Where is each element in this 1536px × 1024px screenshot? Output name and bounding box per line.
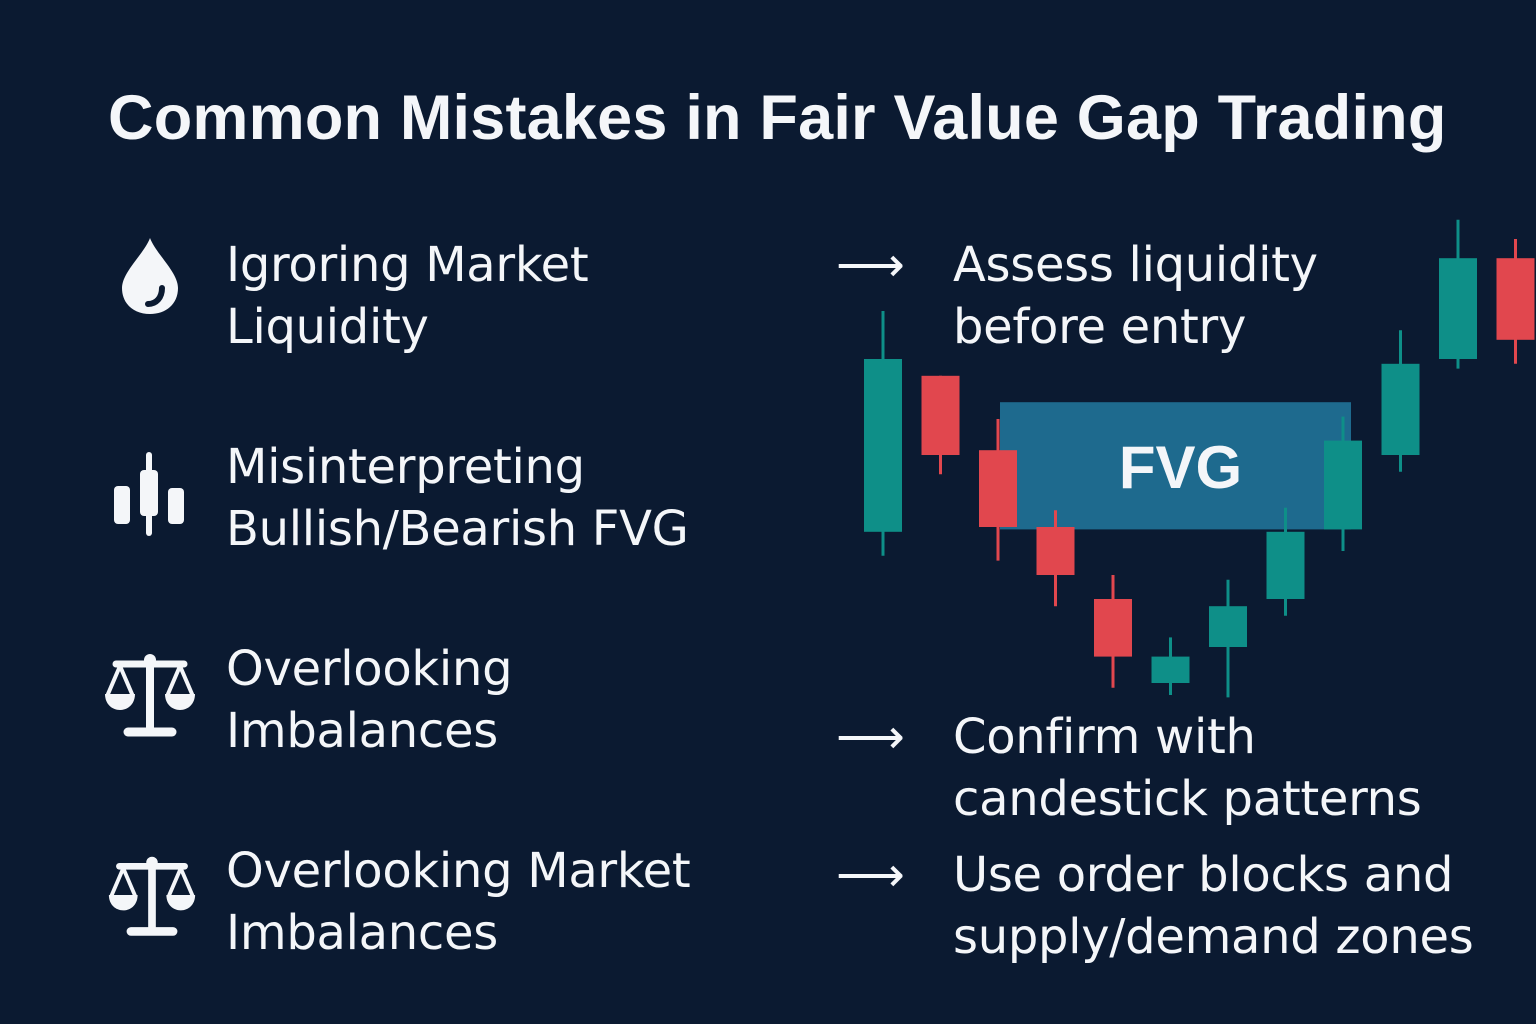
balance-scale-icon	[105, 654, 195, 737]
fix-item: Confirm with candestick patterns	[953, 706, 1422, 830]
candle-body	[1381, 363, 1420, 455]
fvg-label: FVG	[1119, 434, 1242, 501]
page-title: Common Mistakes in Fair Value Gap Tradin…	[108, 83, 1447, 153]
water-drop-icon	[122, 238, 178, 314]
fix-line: Use order blocks and	[953, 847, 1454, 903]
candle-bear	[1496, 239, 1535, 364]
candle-body	[1036, 527, 1075, 575]
mistake-line: Misinterpreting	[226, 439, 585, 495]
arrow-icon: ⟶	[836, 237, 905, 293]
mistake-line: Bullish/Bearish FVG	[226, 501, 689, 557]
candle-bull	[1151, 637, 1190, 695]
candle-body	[1439, 258, 1477, 359]
candle-bull	[1381, 330, 1420, 472]
candle-bear	[1036, 510, 1075, 607]
mistake-line: Liquidity	[226, 299, 429, 355]
candle-body	[979, 450, 1017, 527]
balance-scale-icon	[108, 856, 196, 936]
candle-bull	[1266, 507, 1305, 616]
fix-line: supply/demand zones	[953, 909, 1474, 965]
fvg-zone	[1000, 402, 1351, 530]
candle-body	[921, 375, 960, 455]
fix-line: Confirm with	[953, 709, 1256, 765]
candle-body	[1094, 599, 1132, 657]
candle-bear	[921, 375, 960, 475]
candle-bull	[1209, 579, 1247, 698]
mistake-item: Overlooking Imbalances	[226, 638, 513, 762]
candle-body	[1496, 258, 1535, 340]
mistake-line: Igroring Market	[226, 237, 589, 293]
candle-bull	[1439, 219, 1477, 369]
mistake-line: Imbalances	[226, 703, 498, 759]
candle-bear	[979, 419, 1017, 561]
mistake-item: Overlooking Market Imbalances	[226, 840, 691, 964]
fix-line: before entry	[953, 299, 1247, 355]
candle-bear	[1094, 575, 1132, 688]
candle-bull	[864, 311, 902, 556]
candle-body	[1151, 656, 1190, 683]
candle-body	[864, 359, 902, 532]
mistake-line: Imbalances	[226, 905, 498, 961]
candle-bull	[1324, 416, 1362, 551]
arrow-icon: ⟶	[836, 847, 905, 903]
fix-line: Assess liquidity	[953, 237, 1318, 293]
mistake-item: Misinterpreting Bullish/Bearish FVG	[226, 436, 689, 560]
mistake-line: Overlooking	[226, 641, 513, 697]
fix-item: Assess liquidity before entry	[953, 234, 1318, 358]
mistake-line: Overlooking Market	[226, 843, 691, 899]
fix-line: candestick patterns	[953, 771, 1422, 827]
mistake-item: Igroring Market Liquidity	[226, 234, 589, 358]
fix-item: Use order blocks and supply/demand zones	[953, 844, 1474, 968]
candle-body	[1266, 531, 1305, 599]
arrow-icon: ⟶	[836, 709, 905, 765]
candle-body	[1209, 606, 1247, 647]
candlestick-icon	[114, 452, 184, 536]
candle-body	[1324, 440, 1362, 530]
